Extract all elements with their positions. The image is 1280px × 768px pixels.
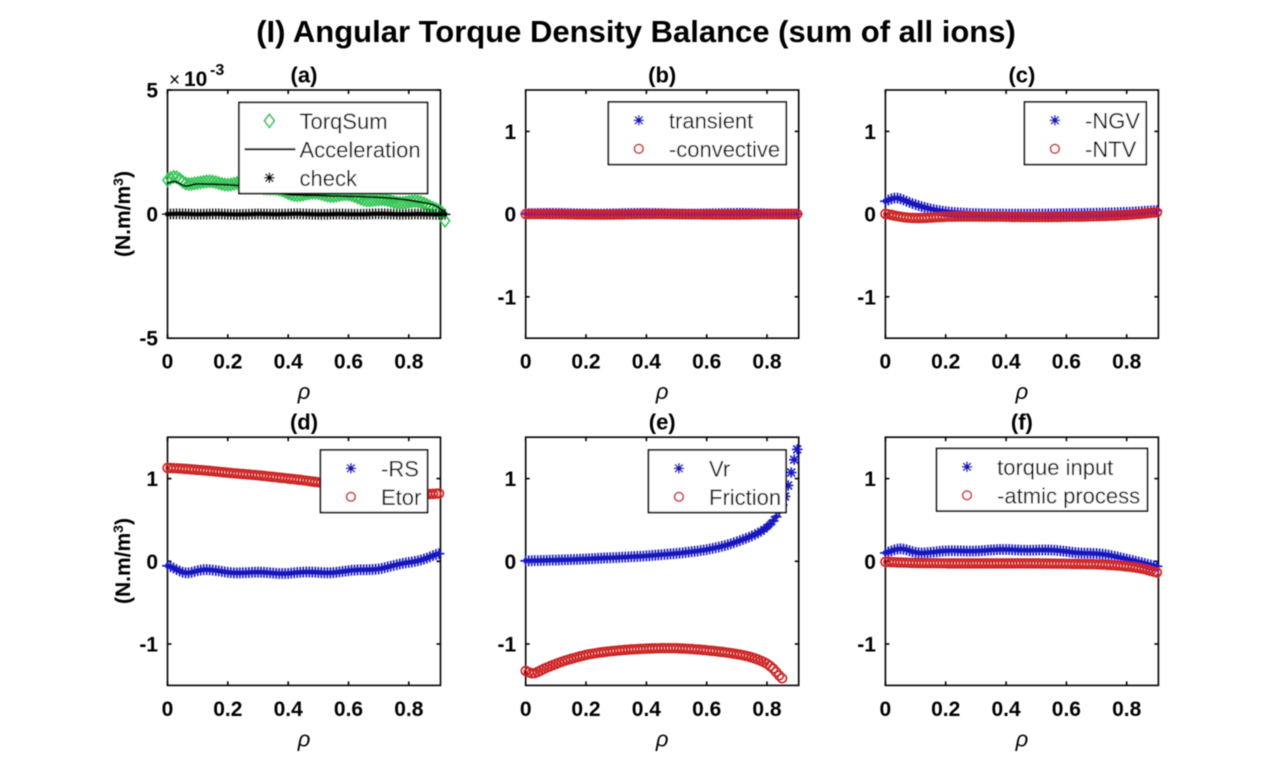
svg-text:0.6: 0.6 bbox=[692, 698, 721, 721]
svg-text:(e): (e) bbox=[649, 410, 676, 435]
svg-text:0: 0 bbox=[520, 351, 532, 374]
svg-text:0: 0 bbox=[864, 551, 876, 574]
svg-text:0.2: 0.2 bbox=[571, 698, 600, 721]
svg-text:0.2: 0.2 bbox=[571, 351, 600, 374]
svg-text:1: 1 bbox=[505, 121, 517, 144]
svg-text:0.8: 0.8 bbox=[1112, 351, 1142, 374]
svg-text:check: check bbox=[300, 166, 358, 191]
svg-text:0.8: 0.8 bbox=[752, 351, 782, 374]
svg-text:ρ: ρ bbox=[297, 379, 311, 404]
svg-text:0.2: 0.2 bbox=[931, 698, 960, 721]
svg-text:0: 0 bbox=[880, 351, 892, 374]
svg-text:0.6: 0.6 bbox=[692, 351, 721, 374]
svg-text:0.6: 0.6 bbox=[1052, 698, 1081, 721]
svg-text:0: 0 bbox=[162, 351, 174, 374]
svg-text:0.8: 0.8 bbox=[1112, 698, 1142, 721]
svg-text:-NTV: -NTV bbox=[1085, 137, 1137, 162]
svg-text:ρ: ρ bbox=[1015, 726, 1029, 751]
svg-text:1: 1 bbox=[505, 468, 517, 491]
svg-text:-3: -3 bbox=[210, 62, 224, 79]
svg-text:(b): (b) bbox=[648, 63, 676, 88]
svg-text:(N.m/m3): (N.m/m3) bbox=[110, 171, 135, 257]
svg-text:(a): (a) bbox=[291, 63, 318, 88]
svg-text:-atmic process: -atmic process bbox=[997, 483, 1140, 508]
svg-text:0: 0 bbox=[162, 698, 174, 721]
svg-text:0.2: 0.2 bbox=[213, 351, 242, 374]
svg-text:1: 1 bbox=[146, 468, 158, 491]
svg-text:0.6: 0.6 bbox=[334, 698, 363, 721]
svg-text:0.4: 0.4 bbox=[274, 698, 304, 721]
svg-text:Vr: Vr bbox=[709, 456, 730, 481]
svg-text:0.4: 0.4 bbox=[991, 351, 1021, 374]
svg-text:0: 0 bbox=[146, 204, 158, 227]
svg-text:×: × bbox=[169, 70, 180, 91]
svg-text:0: 0 bbox=[505, 551, 517, 574]
svg-text:0.8: 0.8 bbox=[752, 698, 782, 721]
svg-text:0: 0 bbox=[505, 204, 517, 227]
svg-text:(I) Angular Torque Density Bal: (I) Angular Torque Density Balance (sum … bbox=[256, 14, 1016, 49]
svg-text:Acceleration: Acceleration bbox=[300, 137, 421, 162]
svg-text:-RS: -RS bbox=[381, 456, 419, 481]
svg-text:0.2: 0.2 bbox=[931, 351, 960, 374]
svg-text:-1: -1 bbox=[857, 286, 876, 309]
svg-text:ρ: ρ bbox=[297, 726, 311, 751]
svg-text:0.8: 0.8 bbox=[394, 698, 424, 721]
svg-text:ρ: ρ bbox=[655, 726, 669, 751]
svg-text:1: 1 bbox=[864, 121, 876, 144]
svg-text:(f): (f) bbox=[1011, 410, 1033, 435]
svg-text:torque input: torque input bbox=[997, 455, 1113, 480]
svg-text:0.2: 0.2 bbox=[213, 698, 242, 721]
svg-text:5: 5 bbox=[146, 80, 158, 103]
svg-text:0: 0 bbox=[520, 698, 532, 721]
svg-text:0.4: 0.4 bbox=[632, 698, 662, 721]
svg-text:10: 10 bbox=[184, 68, 207, 91]
svg-text:ρ: ρ bbox=[655, 379, 669, 404]
svg-text:0: 0 bbox=[880, 698, 892, 721]
svg-text:-1: -1 bbox=[498, 286, 517, 309]
svg-text:ρ: ρ bbox=[1015, 379, 1029, 404]
svg-text:0.4: 0.4 bbox=[632, 351, 662, 374]
svg-text:0.4: 0.4 bbox=[274, 351, 304, 374]
svg-text:0: 0 bbox=[864, 204, 876, 227]
svg-text:-5: -5 bbox=[139, 328, 158, 351]
svg-text:0.8: 0.8 bbox=[394, 351, 424, 374]
svg-text:transient: transient bbox=[669, 108, 753, 133]
svg-text:0.6: 0.6 bbox=[334, 351, 363, 374]
svg-text:0.6: 0.6 bbox=[1052, 351, 1081, 374]
svg-text:-NGV: -NGV bbox=[1085, 108, 1140, 133]
svg-text:1: 1 bbox=[864, 468, 876, 491]
svg-text:0: 0 bbox=[146, 551, 158, 574]
svg-text:-1: -1 bbox=[498, 634, 517, 657]
svg-text:-convective: -convective bbox=[669, 137, 780, 162]
svg-text:-1: -1 bbox=[139, 634, 158, 657]
svg-text:TorqSum: TorqSum bbox=[300, 109, 388, 134]
svg-text:0.4: 0.4 bbox=[991, 698, 1021, 721]
svg-text:(c): (c) bbox=[1008, 63, 1035, 88]
svg-text:Etor: Etor bbox=[381, 485, 421, 510]
svg-text:Friction: Friction bbox=[709, 485, 781, 510]
svg-text:-1: -1 bbox=[857, 634, 876, 657]
svg-text:(d): (d) bbox=[290, 410, 318, 435]
